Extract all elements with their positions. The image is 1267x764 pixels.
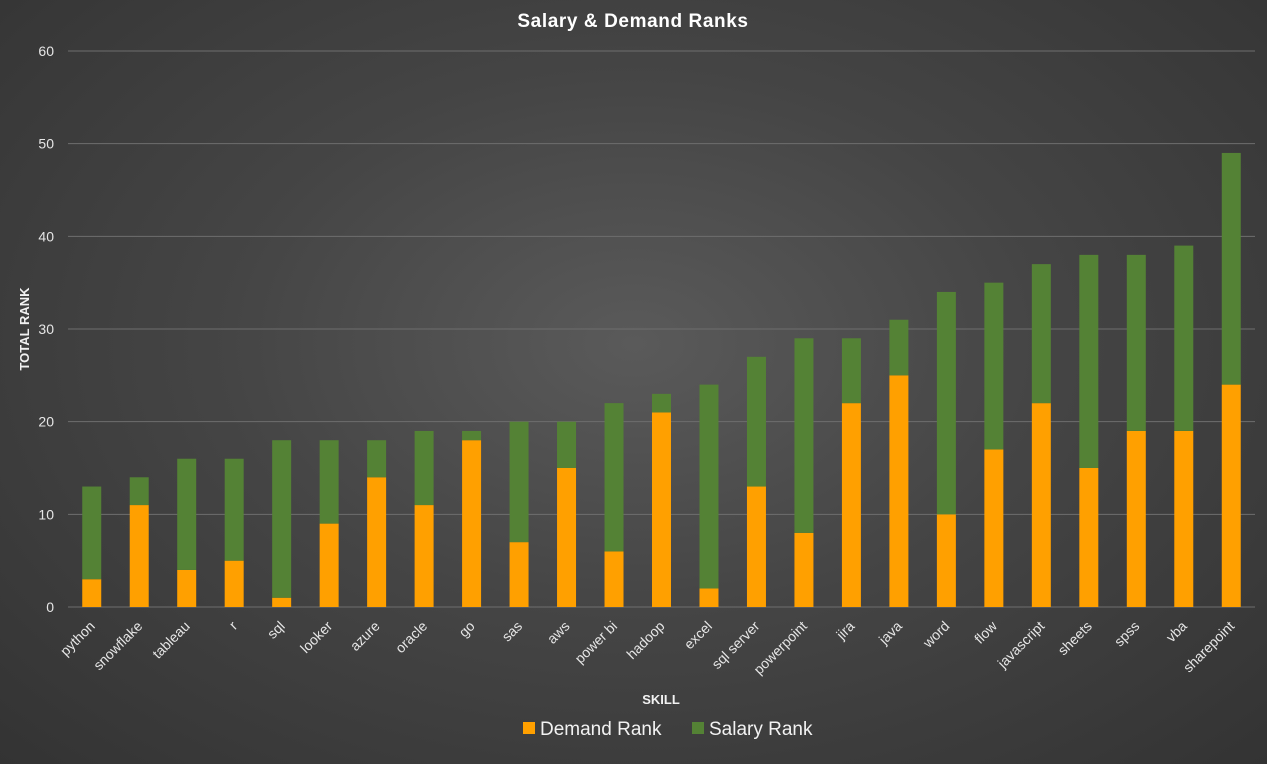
bar-segment-demand-rank: [604, 551, 624, 607]
y-tick-label: 0: [46, 599, 54, 615]
bar-segment-demand-rank: [652, 412, 671, 607]
x-tick-label: javascript: [994, 618, 1048, 672]
bars: [82, 152, 1241, 607]
bar-segment-demand-rank: [699, 588, 719, 607]
legend: Demand Rank Salary Rank: [523, 719, 813, 740]
bar-segment-salary-rank: [414, 430, 434, 506]
bar-segment-demand-rank: [82, 579, 102, 607]
x-tick-label: java: [875, 618, 905, 648]
bar-segment-demand-rank: [224, 560, 244, 607]
bar-segment-salary-rank: [177, 458, 197, 570]
x-tick-label: sql: [264, 618, 288, 642]
bar-segment-salary-rank: [984, 282, 1004, 450]
x-tick-label: hadoop: [623, 618, 667, 662]
bar-segment-salary-rank: [889, 319, 909, 376]
bar-segment-demand-rank: [129, 505, 149, 607]
x-axis-title: SKILL: [642, 692, 680, 707]
bar-segment-salary-rank: [794, 338, 814, 533]
x-tick-label: flow: [971, 617, 1001, 647]
bar-segment-demand-rank: [1031, 403, 1051, 607]
x-tick-label: spss: [1111, 618, 1143, 650]
y-tick-label: 30: [38, 321, 54, 337]
bar-segment-demand-rank: [414, 505, 434, 607]
bar-segment-salary-rank: [319, 440, 339, 524]
bar-segment-salary-rank: [604, 403, 624, 552]
bar-segment-salary-rank: [224, 458, 244, 561]
bar-segment-demand-rank: [841, 403, 861, 607]
x-tick-label: excel: [681, 618, 715, 652]
bar-segment-salary-rank: [1079, 254, 1099, 468]
x-tick-label: power bi: [571, 618, 620, 667]
bar-segment-salary-rank: [367, 440, 387, 478]
x-tick-label: sharepoint: [1180, 618, 1238, 676]
legend-label: Demand Rank: [540, 719, 662, 740]
bar-segment-salary-rank: [841, 338, 861, 404]
bar-segment-demand-rank: [462, 440, 482, 607]
bar-segment-demand-rank: [272, 597, 292, 607]
bar-segment-salary-rank: [1126, 254, 1146, 431]
x-tick-label: looker: [297, 618, 336, 657]
bar-segment-salary-rank: [936, 291, 956, 515]
legend-label: Salary Rank: [709, 719, 813, 740]
x-tick-label: oracle: [392, 618, 430, 656]
bar-segment-salary-rank: [1221, 152, 1241, 385]
x-tick-label: sas: [498, 618, 525, 645]
bar-segment-salary-rank: [462, 430, 482, 441]
y-tick-label: 50: [38, 136, 54, 152]
x-tick-label: jira: [832, 618, 857, 643]
bar-segment-salary-rank: [1174, 245, 1194, 431]
bar-segment-demand-rank: [1174, 430, 1194, 607]
bar-segment-demand-rank: [1126, 430, 1146, 607]
y-axis-title: TOTAL RANK: [17, 287, 32, 371]
x-tick-label: azure: [347, 618, 383, 654]
x-tick-label: aws: [544, 618, 573, 647]
x-tick-label: snowflake: [90, 618, 145, 673]
bar-segment-demand-rank: [367, 477, 387, 607]
x-tick-label: python: [57, 618, 98, 659]
bar-segment-salary-rank: [746, 356, 766, 487]
bar-segment-salary-rank: [1031, 264, 1051, 404]
bar-segment-salary-rank: [557, 421, 577, 468]
bar-segment-demand-rank: [984, 449, 1004, 607]
bar-segment-salary-rank: [82, 486, 102, 580]
x-tick-label: sheets: [1054, 618, 1094, 658]
legend-swatch: [692, 722, 704, 734]
bar-segment-demand-rank: [1221, 384, 1241, 607]
bar-segment-demand-rank: [509, 542, 529, 607]
bar-segment-demand-rank: [746, 486, 766, 607]
bar-segment-demand-rank: [557, 468, 577, 607]
legend-swatch: [523, 722, 535, 734]
bar-segment-demand-rank: [1079, 468, 1099, 607]
y-axis-ticks: 0 10 20 30 40 50 60: [38, 43, 54, 615]
bar-segment-salary-rank: [509, 421, 529, 543]
y-tick-label: 60: [38, 43, 54, 59]
x-tick-label: go: [455, 618, 477, 640]
y-tick-label: 10: [38, 506, 54, 522]
x-tick-label: tableau: [149, 618, 193, 662]
bar-segment-demand-rank: [936, 514, 956, 607]
y-tick-label: 20: [38, 414, 54, 430]
bar-segment-demand-rank: [889, 375, 909, 607]
bar-segment-demand-rank: [794, 532, 814, 607]
bar-segment-demand-rank: [319, 523, 339, 607]
y-tick-label: 40: [38, 228, 54, 244]
bar-segment-demand-rank: [177, 569, 197, 607]
bar-segment-salary-rank: [129, 477, 149, 506]
x-tick-label: word: [919, 618, 952, 651]
x-tick-label: vba: [1163, 618, 1190, 645]
bar-segment-salary-rank: [699, 384, 719, 589]
bar-segment-salary-rank: [652, 393, 671, 413]
x-tick-label: r: [226, 618, 241, 633]
bar-segment-salary-rank: [272, 440, 292, 598]
chart-title: Salary & Demand Ranks: [517, 11, 748, 32]
